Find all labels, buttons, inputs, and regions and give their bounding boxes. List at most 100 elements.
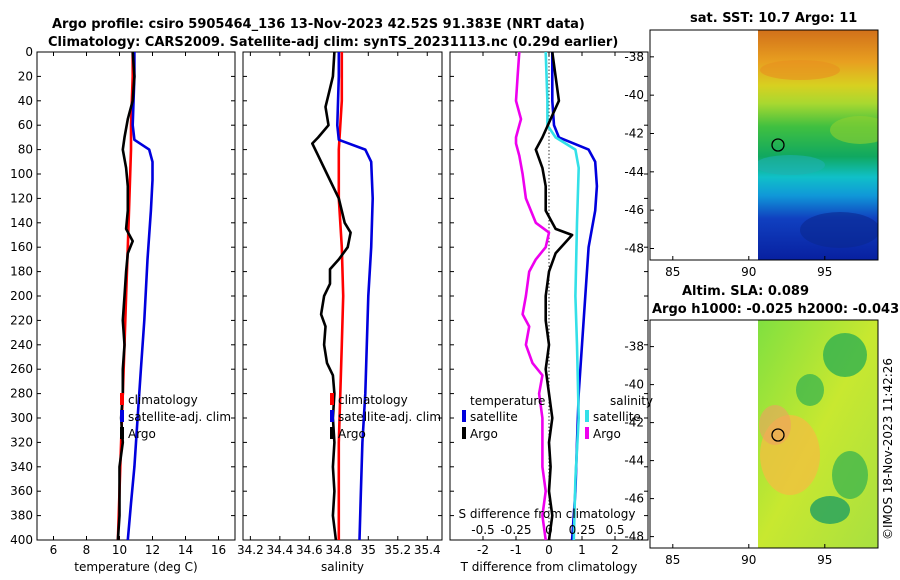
legend-swatch <box>462 410 466 422</box>
map-x-tick-label: 90 <box>741 265 756 279</box>
sst-cold-patch <box>800 212 878 248</box>
secondary-tick-label: -0.5 <box>471 523 494 537</box>
y-tick-label: 220 <box>10 313 33 327</box>
legend-label: satellite <box>593 410 641 424</box>
map-y-tick-label: -48 <box>624 242 644 256</box>
legend-swatch <box>120 393 124 405</box>
y-tick-label: 380 <box>10 509 33 523</box>
legend-swatch <box>330 410 334 422</box>
legend-swatch <box>462 427 466 439</box>
profile-panels: 0204060801001201401601802002202402602803… <box>10 45 653 574</box>
sst-field <box>758 30 878 260</box>
sst-map-axes: -38 -40 -42 -44 -46 -48 85 90 95 <box>624 50 832 279</box>
panel-1: 0 20 40 60 80 100 120 140 160 180 200 220 240 260 280 3… <box>10 45 236 574</box>
x-tick-label: 35 <box>361 543 376 557</box>
x-axis-label: salinity <box>321 560 364 574</box>
sla-low-patch-3 <box>832 451 868 499</box>
legend-swatch <box>330 393 334 405</box>
series-salinity-satellite <box>544 51 580 541</box>
legend-label: climatology <box>128 393 198 407</box>
secondary-tick-label: 0 <box>545 523 553 537</box>
x-axis-label: temperature (deg C) <box>74 560 197 574</box>
sla-field <box>758 320 878 548</box>
sla-map-frame <box>649 319 879 549</box>
x-tick-label: 34.4 <box>266 543 293 557</box>
y-tick-label: 100 <box>10 167 33 181</box>
y-tick-label: 200 <box>10 289 33 303</box>
x-tick-label: 2 <box>611 543 619 557</box>
map-x-tick-label: 85 <box>665 265 680 279</box>
y-tick-label: 260 <box>10 362 33 376</box>
map-y-tick-label: -46 <box>624 203 644 217</box>
sst-cool-patch <box>758 155 825 175</box>
y-tick-label: 320 <box>10 435 33 449</box>
sst-map: sat. SST: 10.7 Argo: 11 -38-40-42-44-46-… <box>624 11 879 279</box>
sst-map-title: sat. SST: 10.7 Argo: 11 <box>690 11 857 26</box>
map-x-tick-label: 95 <box>817 265 832 279</box>
y-tick-label: 0 <box>25 45 33 59</box>
y-tick-label: 180 <box>10 265 33 279</box>
map-y-tick-label: -42 <box>624 127 644 141</box>
legend-swatch <box>120 427 124 439</box>
sla-low-patch-1 <box>823 333 867 377</box>
x-tick-label: 8 <box>83 543 91 557</box>
map-y-tick-label: -44 <box>624 165 644 179</box>
x-tick-label: 34.6 <box>296 543 323 557</box>
series-temperature-argo <box>534 51 574 541</box>
y-tick-label: 20 <box>18 69 33 83</box>
x-tick-label: 34.8 <box>325 543 352 557</box>
sla-low-patch-2 <box>796 374 824 406</box>
legend-label: Argo <box>338 427 366 441</box>
x-tick-label: 35.4 <box>414 543 441 557</box>
panel-frame <box>36 51 236 541</box>
legend-label: satellite-adj. clim <box>338 410 441 424</box>
x-axis-label: T difference from climatology <box>460 560 638 574</box>
sst-map-frame <box>649 29 879 261</box>
map-y-tick-label: -42 <box>624 416 644 430</box>
legend-group-title: temperature <box>470 394 545 408</box>
secondary-tick-label: -0.25 <box>500 523 531 537</box>
x-tick-label: 6 <box>50 543 58 557</box>
x-tick-label: 10 <box>112 543 127 557</box>
y-tick-label: 280 <box>10 387 33 401</box>
legend-label: satellite <box>470 410 518 424</box>
sla-map-title-line1: Altim. SLA: 0.089 <box>682 284 809 299</box>
legend-group-title: salinity <box>610 394 653 408</box>
map-y-tick-label: -44 <box>624 454 644 468</box>
legend-label: satellite-adj. clim <box>128 410 231 424</box>
sst-mid-patch <box>830 116 878 144</box>
sla-map-title-line2: Argo h1000: -0.025 h2000: -0.043 <box>652 302 899 317</box>
y-tick-label: 60 <box>18 118 33 132</box>
map-y-tick-label: -40 <box>624 378 644 392</box>
series-climatology <box>337 52 345 540</box>
x-tick-label: 0 <box>545 543 553 557</box>
series-satellite-adj-clim <box>126 52 154 541</box>
secondary-tick-label: 0.25 <box>569 523 596 537</box>
imos-watermark: ©IMOS 18-Nov-2023 11:42:26 <box>881 358 895 540</box>
series-argo <box>116 51 136 541</box>
x-tick-label: 34.2 <box>237 543 264 557</box>
map-x-tick-label: 90 <box>741 553 756 567</box>
map-y-tick-label: -38 <box>624 340 644 354</box>
sla-low-patch-4 <box>810 496 850 524</box>
x-tick-label: 14 <box>178 543 193 557</box>
legend-label: Argo <box>128 427 156 441</box>
x-tick-label: 12 <box>145 543 160 557</box>
secondary-tick-label: 0.5 <box>605 523 624 537</box>
secondary-axis-label: S difference from climatology <box>459 507 636 521</box>
sla-warm-patch <box>759 405 791 445</box>
map-x-tick-label: 95 <box>817 553 832 567</box>
legend-label: climatology <box>338 393 408 407</box>
legend-swatch <box>585 427 589 439</box>
x-tick-label: -1 <box>510 543 522 557</box>
series-satellite-adj-clim <box>336 52 374 541</box>
y-tick-label: 120 <box>10 191 33 205</box>
legend-swatch <box>585 410 589 422</box>
x-tick-label: -2 <box>477 543 489 557</box>
y-tick-label: 160 <box>10 240 33 254</box>
y-tick-label: 80 <box>18 143 33 157</box>
y-tick-label: 300 <box>10 411 33 425</box>
map-x-tick-label: 85 <box>665 553 680 567</box>
series-argo <box>311 51 352 541</box>
